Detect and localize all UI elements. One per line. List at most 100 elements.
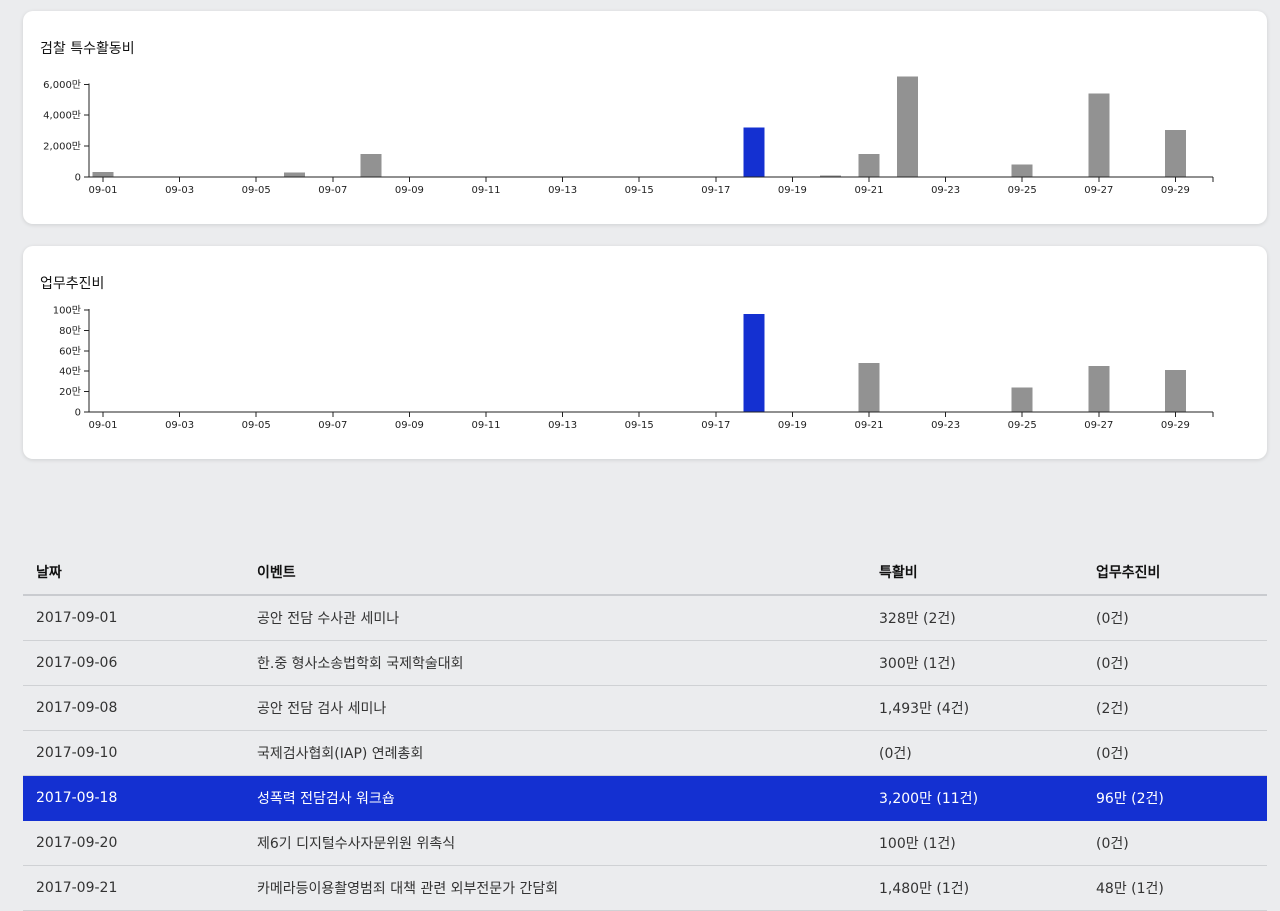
cell-date: 2017-09-18 [23,775,244,821]
cell-event: 국제검사협회(IAP) 연례총회 [244,730,866,776]
table-header-row: 날짜 이벤트 특활비 업무추진비 [23,550,1267,596]
cell-event: 공안 전담 수사관 세미나 [244,595,866,641]
chart-title: 업무추진비 [40,276,104,292]
chart-title: 검찰 특수활동비 [40,41,135,57]
bar-09-25[interactable] [1011,164,1033,177]
cell-special-expense: 300만 (1건) [866,640,1083,686]
table-row[interactable]: 2017-09-10 국제검사협회(IAP) 연례총회 (0건) (0건) [23,730,1267,776]
y-tick-label: 60만 [59,345,81,357]
table-row[interactable]: 2017-09-01 공안 전담 수사관 세미나 328만 (2건) (0건) [23,595,1267,641]
x-tick-label: 09-09 [395,185,424,196]
x-tick-label: 09-07 [318,420,347,431]
table-row[interactable]: 2017-09-08 공안 전담 검사 세미나 1,493만 (4건) (2건) [23,685,1267,731]
bar-09-20[interactable] [820,175,842,177]
cell-date: 2017-09-08 [23,685,244,731]
x-tick-label: 09-05 [242,185,271,196]
cell-date: 2017-09-01 [23,595,244,641]
bar-09-27[interactable] [1088,366,1110,412]
bar-09-21[interactable] [858,363,880,412]
x-tick-label: 09-03 [165,185,194,196]
x-tick-label: 09-01 [88,420,117,431]
y-tick-label: 80만 [59,325,81,337]
cell-date: 2017-09-21 [23,865,244,911]
cell-event: 공안 전담 검사 세미나 [244,685,866,731]
x-tick-label: 09-25 [1008,185,1037,196]
table-row[interactable]: 2017-09-18 성폭력 전담검사 워크숍 3,200만 (11건) 96만 (2… [23,775,1267,821]
cell-business-expense: (0건) [1083,595,1267,641]
y-tick-label: 20만 [59,386,81,398]
bar-09-29[interactable] [1164,370,1186,412]
y-tick-label: 0 [75,408,81,419]
cell-business-expense: (0건) [1083,730,1267,776]
business-promotion-chart: 업무추진비 0 20만 40만 60만 80만 100만 09-01 09-03 09-05 09-… [40,276,1214,431]
bar-09-18[interactable] [743,314,765,412]
bar-09-01[interactable] [92,171,114,177]
cell-business-expense: 48만 (1건) [1083,865,1267,911]
cell-date: 2017-09-20 [23,820,244,866]
cell-event: 성폭력 전담검사 워크숍 [244,775,866,821]
x-tick-label: 09-29 [1161,185,1190,196]
x-tick-label: 09-23 [931,185,960,196]
header-special-expense: 특활비 [866,550,1083,596]
x-tick-label: 09-05 [242,420,271,431]
table-row[interactable]: 2017-09-06 한.중 형사소송법학회 국제학술대회 300만 (1건) (0건… [23,640,1267,686]
cell-event: 한.중 형사소송법학회 국제학술대회 [244,640,866,686]
cell-special-expense: (0건) [866,730,1083,776]
x-tick-label: 09-11 [471,420,500,431]
business-promotion-chart-card: 업무추진비 0 20만 40만 60만 80만 100만 09-01 09-03 09-05 09-… [23,246,1267,459]
header-business-expense: 업무추진비 [1083,550,1267,596]
x-tick-label: 09-19 [778,185,807,196]
bar-09-21[interactable] [858,154,880,177]
cell-special-expense: 328만 (2건) [866,595,1083,641]
x-tick-label: 09-09 [395,420,424,431]
x-tick-label: 09-17 [701,185,730,196]
events-table: 날짜 이벤트 특활비 업무추진비 2017-09-01 공안 전담 수사관 세미나… [23,550,1267,911]
x-tick-label: 09-21 [854,185,883,196]
cell-event: 제6기 디지털수사자문위원 위촉식 [244,820,866,866]
bar-09-08[interactable] [360,153,382,177]
special-activity-chart-card: 검찰 특수활동비 0 2,000만 4,000만 6,000만 09-01 09-03 09-… [23,11,1267,224]
y-tick-label: 40만 [59,366,81,378]
y-tick-label: 100만 [53,305,81,317]
header-event: 이벤트 [244,550,866,596]
x-tick-label: 09-25 [1008,420,1037,431]
y-tick-label: 2,000만 [43,141,81,153]
y-tick-label: 6,000만 [43,79,81,91]
x-tick-label: 09-03 [165,420,194,431]
cell-date: 2017-09-10 [23,730,244,776]
cell-special-expense: 100만 (1건) [866,820,1083,866]
y-tick-label: 4,000만 [43,110,81,122]
x-tick-label: 09-29 [1161,420,1190,431]
x-tick-label: 09-27 [1084,420,1113,431]
x-tick-label: 09-21 [854,420,883,431]
x-tick-label: 09-13 [548,420,577,431]
cell-business-expense: (0건) [1083,640,1267,686]
bar-09-18[interactable] [743,127,765,177]
x-tick-label: 09-15 [625,185,654,196]
x-tick-label: 09-01 [88,185,117,196]
table-row[interactable]: 2017-09-21 카메라등이용촬영범죄 대책 관련 외부전문가 간담회 1,48… [23,865,1267,911]
cell-business-expense: (0건) [1083,820,1267,866]
cell-event: 카메라등이용촬영범죄 대책 관련 외부전문가 간담회 [244,865,866,911]
bar-09-06[interactable] [284,172,305,177]
x-tick-label: 09-07 [318,185,347,196]
cell-business-expense: 96만 (2건) [1083,775,1267,821]
bar-09-22[interactable] [896,76,918,177]
x-tick-label: 09-11 [471,185,500,196]
cell-business-expense: (2건) [1083,685,1267,731]
table-row[interactable]: 2017-09-20 제6기 디지털수사자문위원 위촉식 100만 (1건) (0건) [23,820,1267,866]
cell-special-expense: 3,200만 (11건) [866,775,1083,821]
x-tick-label: 09-23 [931,420,960,431]
cell-special-expense: 1,493만 (4건) [866,685,1083,731]
bar-09-27[interactable] [1088,93,1110,177]
bar-09-29[interactable] [1164,129,1186,177]
cell-special-expense: 1,480만 (1건) [866,865,1083,911]
y-tick-label: 0 [75,173,81,184]
x-tick-label: 09-27 [1084,185,1113,196]
events-table-body: 2017-09-01 공안 전담 수사관 세미나 328만 (2건) (0건) 2017… [23,595,1267,911]
cell-date: 2017-09-06 [23,640,244,686]
x-tick-label: 09-19 [778,420,807,431]
bar-09-25[interactable] [1011,387,1033,412]
special-activity-chart: 검찰 특수활동비 0 2,000만 4,000만 6,000만 09-01 09-03 09-… [40,41,1214,196]
header-date: 날짜 [23,550,244,596]
